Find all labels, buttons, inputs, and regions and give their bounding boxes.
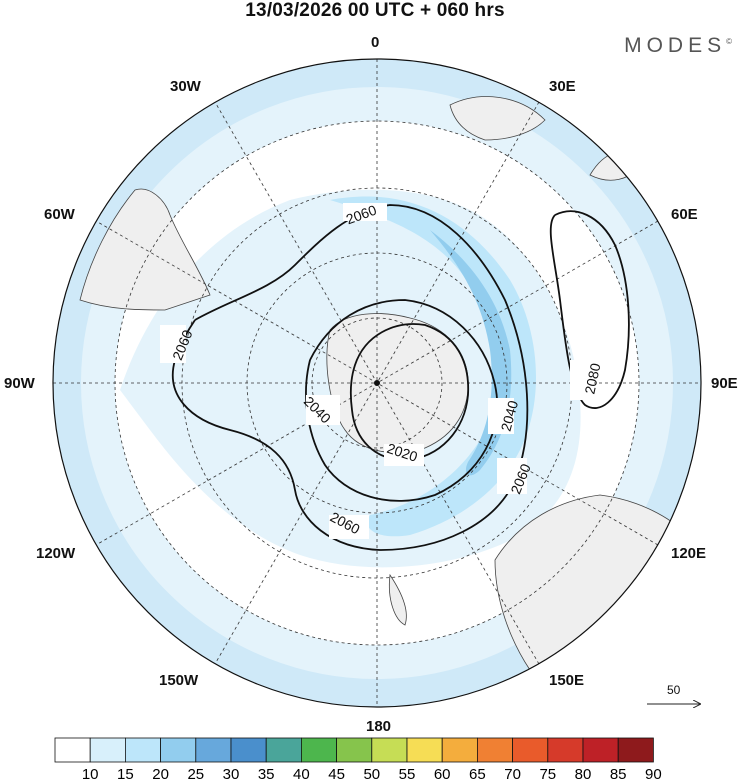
map-border — [52, 58, 702, 708]
lon-label-0: 0 — [371, 34, 380, 51]
colorbar-swatch — [54, 737, 91, 763]
colorbar-tick-label: 65 — [469, 766, 486, 782]
colorbar-tick-label: 40 — [293, 766, 310, 782]
lon-label-90e: 90E — [711, 375, 738, 392]
colorbar-swatch — [582, 737, 619, 763]
colorbar: 10 15 20 25 30 35 40 45 50 55 60 65 70 75 80 85 90 — [54, 737, 662, 782]
brand-name: MODES — [624, 34, 727, 57]
africa-landmass — [449, 96, 546, 141]
colorbar-tick-label: 30 — [223, 766, 240, 782]
colorbar-swatch — [547, 737, 584, 763]
contour-label-bg — [160, 325, 186, 363]
colorbar-tick-label: 50 — [363, 766, 380, 782]
copyright-mark: © — [726, 37, 732, 46]
lon-label-120e: 120E — [671, 545, 707, 562]
colorbar-swatch — [265, 737, 302, 763]
colorbar-tick-label: 25 — [187, 766, 204, 782]
contour-2040 — [305, 299, 499, 502]
contour-2060 — [171, 204, 529, 551]
colorbar-tick-label: 70 — [504, 766, 521, 782]
colorbar-swatch — [476, 737, 513, 763]
colorbar-swatch — [89, 737, 126, 763]
colorbar-swatch — [371, 737, 408, 763]
chart-title: 13/03/2026 00 UTC + 060 hrs — [245, 0, 505, 21]
colorbar-tick-label: 85 — [610, 766, 627, 782]
height-contours — [171, 204, 630, 551]
contour-2080 — [549, 210, 630, 409]
wind-reference-label: 50 — [667, 683, 681, 697]
lon-label-150w: 150W — [159, 672, 199, 689]
contour-label: 2080 — [581, 361, 603, 395]
colorbar-tick-label: 75 — [539, 766, 556, 782]
colorbar-tick-label: 45 — [328, 766, 345, 782]
contour-label: 2040 — [498, 399, 522, 433]
lon-label-30e: 30E — [549, 78, 576, 95]
contour-label-bg — [384, 444, 424, 466]
lon-label-150e: 150E — [549, 672, 585, 689]
new-zealand-landmass — [388, 573, 407, 626]
lon-label-30w: 30W — [170, 78, 201, 95]
lon-label-60w: 60W — [44, 206, 75, 223]
colorbar-swatch — [125, 737, 162, 763]
map-disc — [53, 59, 701, 707]
colorbar-tick-label: 60 — [434, 766, 451, 782]
colorbar-tick-label: 90 — [645, 766, 662, 782]
colorbar-swatch — [230, 737, 267, 763]
lon-label-120w: 120W — [36, 545, 76, 562]
colorbar-tick-label: 55 — [399, 766, 416, 782]
colorbar-swatch — [336, 737, 373, 763]
contour-label-bg — [343, 203, 387, 221]
colorbar-tick-label: 10 — [82, 766, 99, 782]
contour-label-bg — [329, 515, 369, 539]
contour-label-bg — [306, 395, 340, 425]
colorbar-swatch — [512, 737, 549, 763]
colorbar-swatch — [406, 737, 443, 763]
contour-label-bg — [497, 458, 527, 494]
colorbar-tick-label: 20 — [152, 766, 169, 782]
colorbar-tick-label: 80 — [575, 766, 592, 782]
colorbar-tick-label: 35 — [258, 766, 275, 782]
colorbar-swatch — [441, 737, 478, 763]
lon-label-90w: 90W — [4, 375, 35, 392]
colorbar-swatch — [160, 737, 197, 763]
lon-label-60e: 60E — [671, 206, 698, 223]
contour-label-bg — [570, 360, 594, 400]
colorbar-swatch — [617, 737, 654, 763]
colorbar-tick-label: 15 — [117, 766, 134, 782]
contour-2020 — [349, 323, 469, 461]
contour-label-bg — [488, 398, 514, 434]
lon-label-180: 180 — [366, 718, 392, 735]
south-america-landmass — [79, 188, 211, 311]
colorbar-swatch — [300, 737, 337, 763]
pole-marker — [374, 380, 380, 386]
colorbar-swatch — [195, 737, 232, 763]
brand-logo: MODES© — [624, 34, 732, 58]
